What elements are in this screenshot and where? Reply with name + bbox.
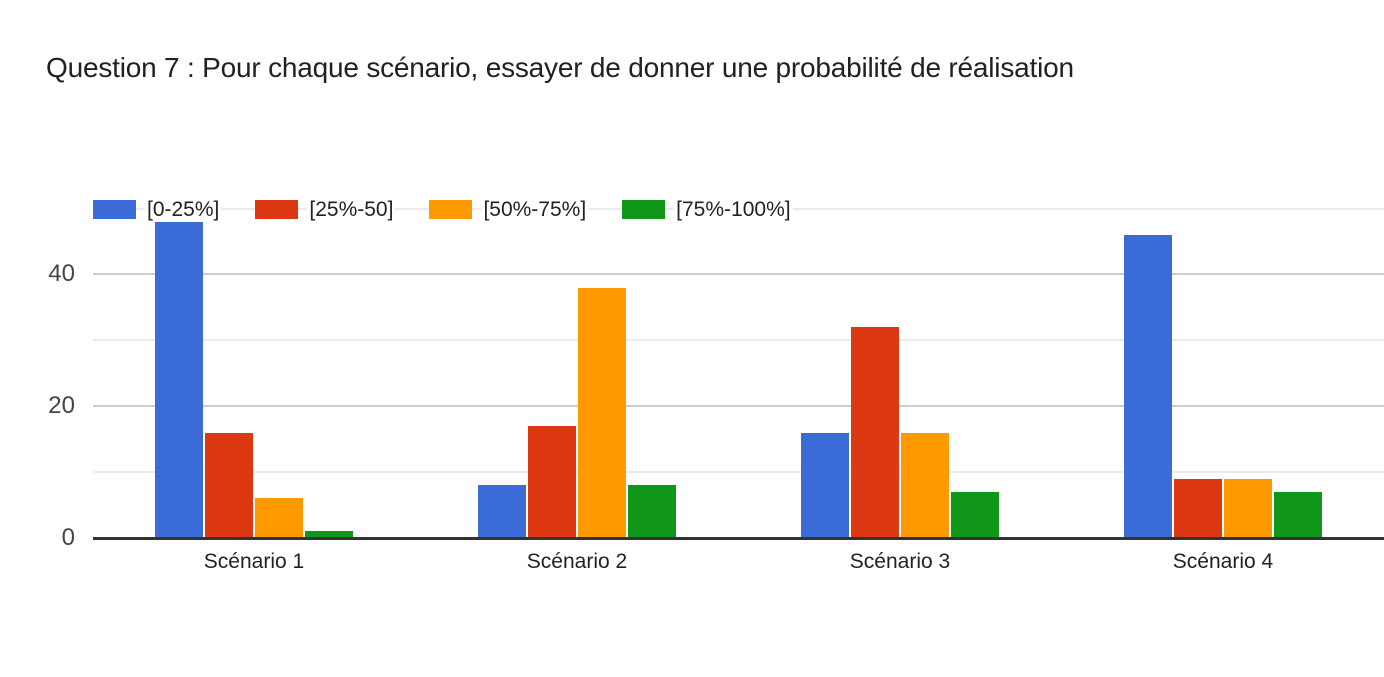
bar-scénario-1-series-3[interactable]	[305, 531, 353, 538]
x-axis-label-3: Scénario 3	[849, 550, 951, 573]
x-axis-label-2: Scénario 2	[526, 550, 628, 573]
gridline-20	[93, 405, 1384, 408]
bar-scénario-1-series-2[interactable]	[255, 498, 303, 538]
legend-item-0: [0-25%]	[93, 198, 222, 221]
bar-scénario-3-series-1[interactable]	[851, 327, 899, 538]
gridline-10	[93, 471, 1384, 474]
x-axis-label-1: Scénario 1	[203, 550, 305, 573]
bar-scénario-2-series-0[interactable]	[478, 485, 526, 538]
bar-scénario-2-series-2[interactable]	[578, 288, 626, 538]
legend-item-1: [25%-50]	[255, 198, 396, 221]
legend-color-chip-1	[255, 200, 299, 219]
y-tick-label-20: 20	[48, 392, 75, 420]
legend-label-2: [50%-75%]	[481, 198, 589, 221]
bar-scénario-1-series-0[interactable]	[155, 222, 203, 538]
bar-scénario-1-series-1[interactable]	[205, 433, 253, 538]
bar-scénario-2-series-1[interactable]	[528, 426, 576, 538]
bar-scénario-4-series-3[interactable]	[1274, 492, 1322, 538]
legend-item-3: [75%-100%]	[622, 198, 793, 221]
legend-item-2: [50%-75%]	[429, 198, 589, 221]
y-tick-label-40: 40	[48, 260, 75, 288]
bar-scénario-3-series-2[interactable]	[901, 433, 949, 538]
bar-scénario-4-series-0[interactable]	[1124, 235, 1172, 538]
legend-color-chip-0	[93, 200, 136, 219]
chart-title: Question 7 : Pour chaque scénario, essay…	[46, 52, 1074, 83]
x-axis-label-4: Scénario 4	[1172, 550, 1274, 573]
bar-scénario-2-series-3[interactable]	[628, 485, 676, 538]
legend-label-0: [0-25%]	[145, 198, 222, 221]
y-tick-label-0: 0	[61, 524, 75, 551]
bar-scénario-3-series-0[interactable]	[801, 433, 849, 538]
x-axis-baseline	[93, 537, 1384, 540]
bar-scénario-3-series-3[interactable]	[951, 492, 999, 538]
legend-label-3: [75%-100%]	[674, 198, 793, 221]
bar-scénario-4-series-2[interactable]	[1224, 479, 1272, 538]
gridline-40	[93, 273, 1384, 276]
bar-scénario-4-series-1[interactable]	[1174, 479, 1222, 538]
legend-color-chip-2	[429, 200, 473, 219]
legend-label-1: [25%-50]	[307, 198, 396, 221]
legend-color-chip-3	[622, 200, 666, 219]
gridline-30	[93, 339, 1384, 342]
chart-legend: [0-25%] [25%-50] [50%-75%] [75%-100%]	[93, 198, 793, 221]
